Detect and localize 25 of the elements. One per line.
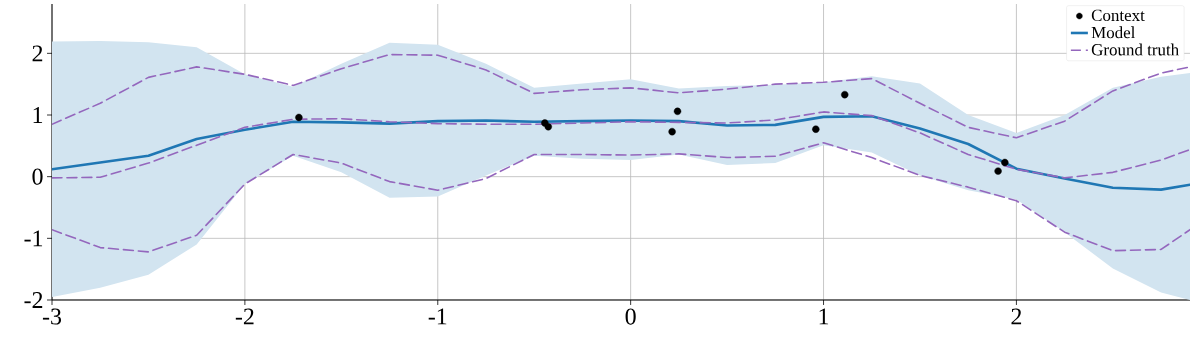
line-series [52,141,1191,253]
y-tick-label: 0 [32,168,43,185]
line-series [52,111,1191,179]
x-tick-label: 2 [1011,308,1022,325]
x-tick-label: -1 [428,308,447,325]
point [994,167,1002,175]
y-tick-label: -1 [24,230,43,247]
y-tick-label: 2 [32,45,43,62]
x-tick-label: -3 [42,308,62,325]
x-tick-label: 1 [819,308,829,325]
point [841,90,849,99]
legend-label: Context [1091,9,1145,22]
legend-label: Model [1091,26,1136,39]
y-tick-label: -2 [24,292,43,308]
point [673,107,682,115]
point [668,127,676,136]
point [1001,158,1009,167]
x-tick-label: -2 [235,308,254,325]
y-tick-label: 1 [33,107,43,123]
line-series [52,114,1191,191]
x-tick-label: 0 [625,308,636,325]
legend-label: Ground truth [1091,43,1179,56]
point [812,125,820,133]
point [544,123,552,131]
point [295,113,303,122]
